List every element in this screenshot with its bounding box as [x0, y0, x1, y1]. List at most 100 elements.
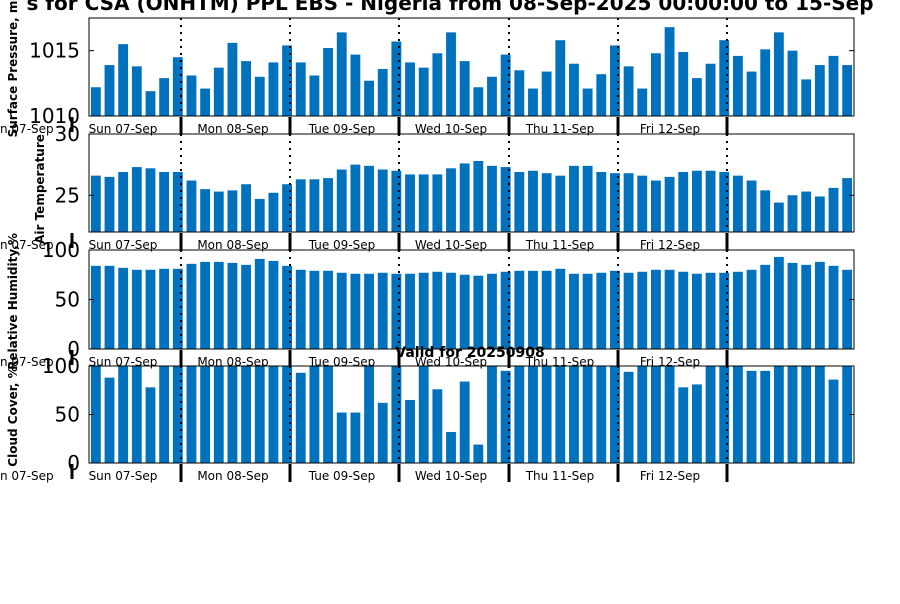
bar — [446, 431, 456, 463]
bar — [637, 271, 648, 349]
bar — [350, 273, 361, 349]
bar — [172, 57, 183, 116]
bar — [719, 272, 730, 349]
bar — [432, 174, 443, 232]
bar — [145, 91, 156, 116]
bar — [664, 269, 675, 349]
bar — [364, 366, 374, 463]
bar — [118, 171, 129, 232]
bar — [828, 187, 839, 232]
bar — [746, 180, 757, 232]
bar — [773, 366, 784, 463]
bar — [610, 366, 620, 463]
bar — [350, 412, 361, 463]
bar — [364, 80, 374, 116]
bar — [514, 171, 525, 232]
bar — [118, 44, 129, 116]
day-label: Thu 11-Sep — [525, 122, 595, 136]
bar — [336, 169, 347, 232]
bar — [528, 88, 538, 116]
day-label: Mon 08-Sep — [197, 469, 268, 483]
bar — [309, 179, 320, 232]
day-label: Fri 12-Sep — [640, 122, 700, 136]
bar — [651, 366, 661, 463]
day-label: Fri 12-Sep — [640, 238, 700, 252]
bar — [268, 192, 279, 232]
bar — [90, 87, 101, 116]
bar — [213, 67, 224, 116]
bar — [241, 61, 252, 116]
bar — [623, 173, 634, 232]
bar — [446, 168, 456, 232]
bar — [459, 274, 470, 349]
bar — [104, 176, 115, 233]
day-label: Mon 08-Sep — [197, 122, 268, 136]
day-label: Sun 07-Sep — [89, 469, 158, 483]
bar — [295, 62, 306, 116]
bar — [528, 270, 538, 349]
bar — [336, 412, 347, 463]
bar — [541, 71, 552, 116]
bar — [227, 366, 238, 463]
bar — [282, 265, 292, 349]
bar — [610, 270, 620, 349]
bar — [814, 261, 825, 349]
day-label-cut: n 07-Sep — [0, 355, 54, 369]
bar — [159, 366, 170, 463]
bar — [705, 366, 716, 463]
bar — [610, 45, 620, 116]
bar — [500, 370, 511, 463]
y-axis-label: Air Temperature — [33, 134, 47, 244]
bar — [131, 366, 142, 463]
bar — [227, 190, 238, 232]
bar — [828, 265, 839, 349]
bar — [651, 180, 661, 232]
bar — [828, 55, 839, 116]
bar — [432, 53, 443, 116]
bar — [309, 270, 320, 349]
day-label: Tue 09-Sep — [308, 122, 376, 136]
bar — [732, 55, 743, 116]
bar — [651, 269, 661, 349]
bar — [377, 402, 388, 463]
bar — [145, 168, 156, 232]
day-label: Mon 08-Sep — [197, 238, 268, 252]
bar — [350, 54, 361, 116]
bar — [377, 169, 388, 232]
bar — [596, 272, 607, 349]
bar — [336, 32, 347, 117]
bar — [459, 381, 470, 463]
bar — [145, 269, 156, 349]
bar — [104, 65, 115, 116]
bar — [268, 366, 279, 463]
bar — [227, 262, 238, 349]
bar — [159, 268, 170, 349]
bar — [405, 273, 415, 349]
day-label: Tue 09-Sep — [308, 469, 376, 483]
bar — [118, 267, 129, 349]
bar — [828, 379, 839, 463]
bar — [459, 163, 470, 232]
bar — [801, 79, 812, 116]
bar — [814, 65, 825, 116]
bar — [746, 269, 757, 349]
bar — [473, 444, 484, 463]
bar — [377, 68, 388, 116]
bar — [418, 272, 429, 349]
bar — [104, 265, 115, 349]
bar — [377, 272, 388, 349]
bar — [295, 179, 306, 232]
valid-label: Valid for 20250908 — [395, 345, 545, 361]
bar — [418, 67, 429, 116]
bar — [200, 88, 211, 116]
bar — [172, 171, 183, 232]
bar — [241, 184, 252, 232]
bar — [159, 171, 170, 232]
bar — [131, 167, 142, 232]
axes-frame — [88, 17, 855, 117]
bar — [664, 366, 675, 463]
bar — [610, 173, 620, 232]
y-axis-label: Cloud Cover, % — [6, 366, 20, 466]
